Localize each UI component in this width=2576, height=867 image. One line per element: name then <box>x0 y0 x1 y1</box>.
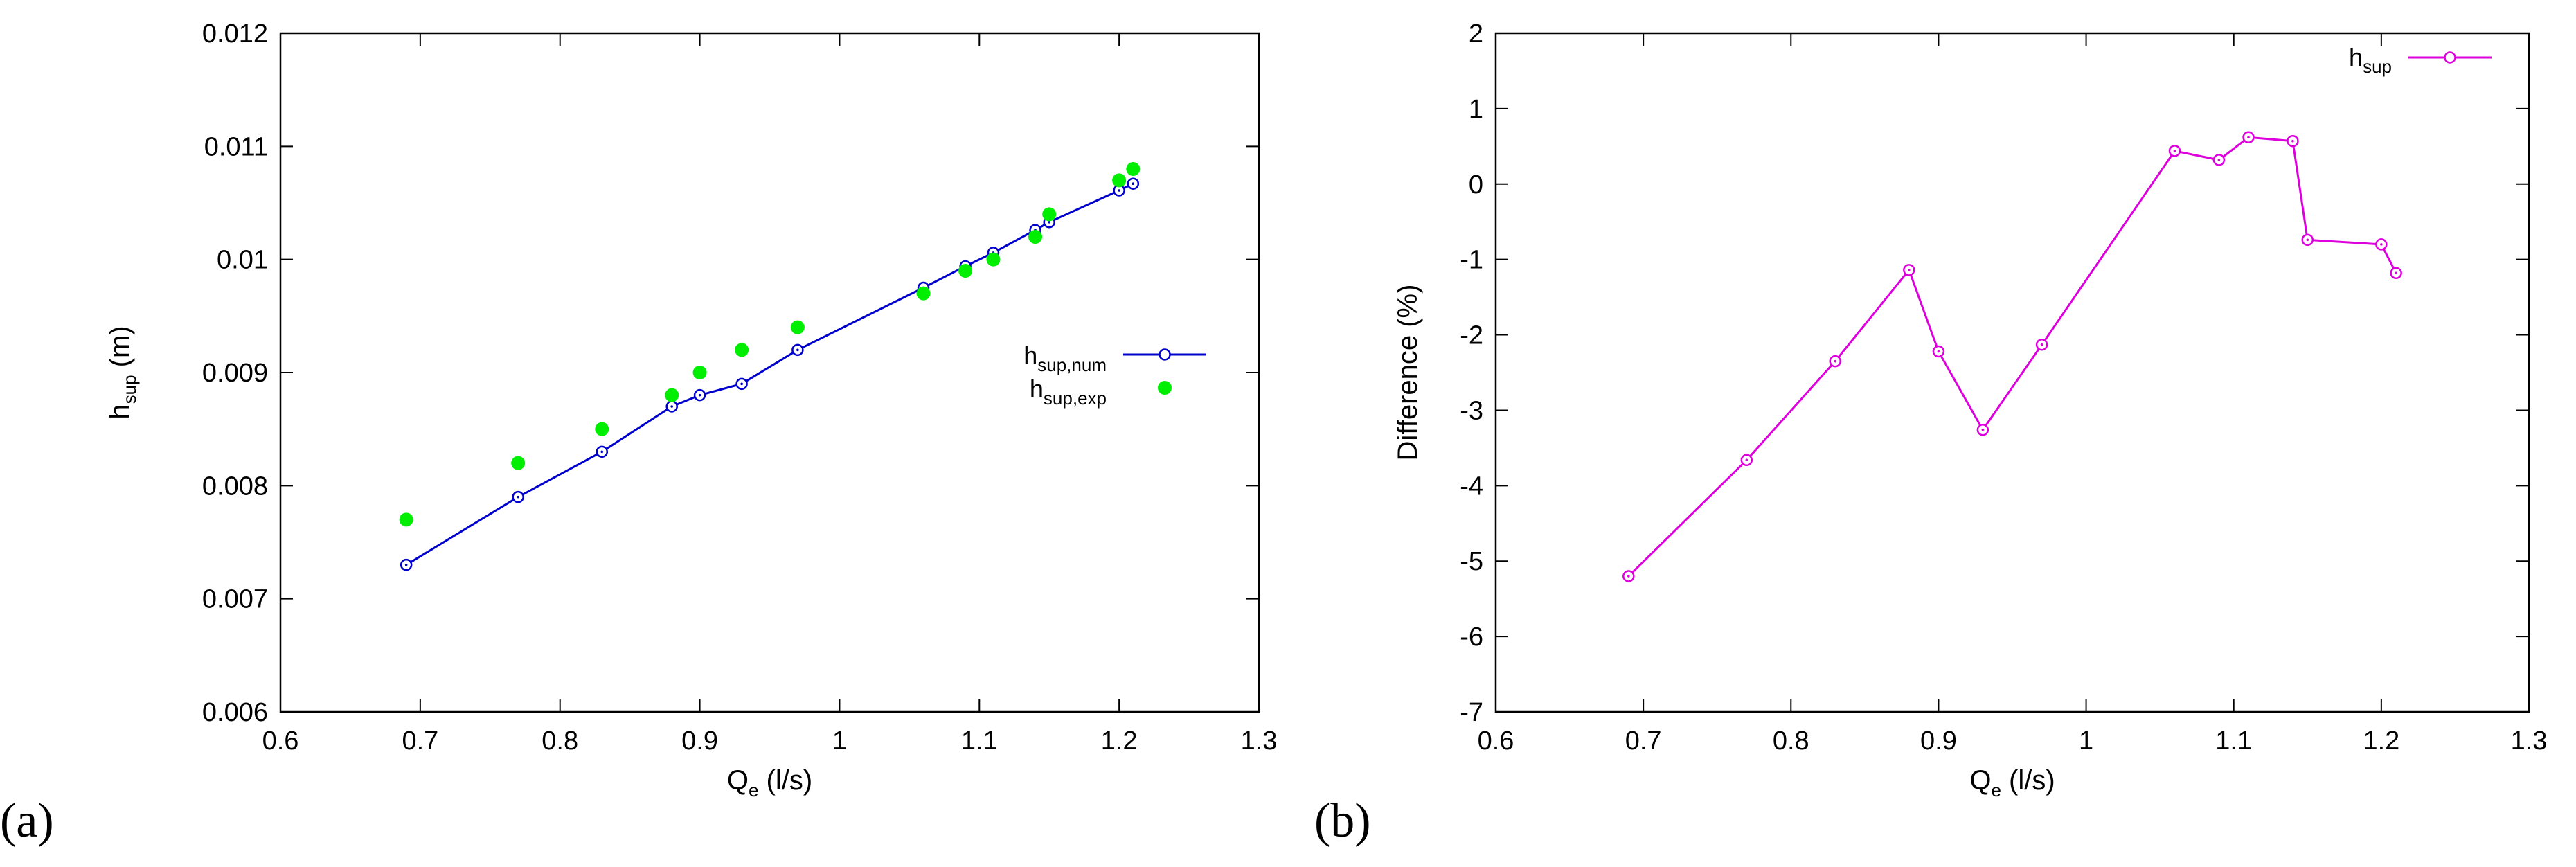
y-tick-label: -2 <box>1460 321 1483 350</box>
y-tick-label: -1 <box>1460 246 1483 275</box>
data-point-center <box>1048 220 1051 224</box>
x-tick-label: 1.1 <box>961 726 998 756</box>
data-point-center <box>740 382 743 386</box>
data-point-center <box>2217 159 2221 161</box>
legend-marker <box>1158 381 1172 395</box>
data-point <box>735 343 749 357</box>
y-tick-label: -3 <box>1460 396 1483 425</box>
x-tick-label: 0.8 <box>1773 726 1809 756</box>
data-point-center <box>1981 428 1985 431</box>
y-tick-label: 1 <box>1469 95 1483 124</box>
panel-label: (a) <box>0 794 54 848</box>
data-point-center <box>670 405 673 408</box>
data-point <box>790 320 805 334</box>
chart-panel-a: 0.6 0.7 0.8 0.9 1 1.1 1.2 1.3 0.006 0.007 0.008 0.0… <box>0 19 1277 848</box>
data-point <box>399 512 413 527</box>
y-tick-label: -6 <box>1460 623 1483 652</box>
series-line <box>1627 136 2397 578</box>
y-tick-label: 0 <box>1469 170 1483 199</box>
y-tick-label: 0.006 <box>202 698 268 727</box>
data-point <box>1126 162 1141 176</box>
data-point-center <box>2173 150 2176 152</box>
x-tick-label: 1.2 <box>2363 726 2399 756</box>
legend-marker <box>1159 348 1171 361</box>
data-point <box>1028 230 1043 244</box>
data-point-center <box>1118 189 1120 192</box>
data-point-center <box>1627 575 1630 578</box>
data-point-center <box>2040 343 2043 346</box>
data-point <box>665 388 679 402</box>
data-point <box>1112 173 1127 188</box>
x-tick-label: 0.9 <box>681 726 718 756</box>
data-point <box>595 422 609 436</box>
data-point-center <box>1834 359 1837 363</box>
plot-frame <box>279 32 1260 713</box>
x-tick-label: 0.9 <box>1920 726 1957 756</box>
y-tick-label: 0.01 <box>217 246 268 275</box>
x-tick-label: 1.3 <box>2511 726 2548 756</box>
data-point-center <box>2380 243 2383 246</box>
x-tick-label: 1.1 <box>2215 726 2252 756</box>
data-point <box>692 366 707 379</box>
legend-marker <box>2444 51 2456 64</box>
y-axis-title: hsup (m) <box>105 325 140 419</box>
x-tick-label: 0.6 <box>262 726 299 756</box>
x-tick-label: 0.7 <box>1625 726 1662 756</box>
data-point-center <box>1937 350 1940 353</box>
data-point-center <box>2247 136 2250 139</box>
x-tick-label: 1 <box>832 726 847 756</box>
x-tick-label: 1.3 <box>1241 726 1278 756</box>
panel-label: (b) <box>1314 794 1371 848</box>
y-tick-label: 0.007 <box>202 585 268 614</box>
data-point <box>986 252 1001 267</box>
x-tick-label: 0.6 <box>1478 726 1514 756</box>
data-point-center <box>1745 458 1748 462</box>
data-point-center <box>517 495 519 499</box>
series-line <box>405 182 1134 566</box>
y-tick-label: 0.009 <box>202 359 268 388</box>
data-point-center <box>698 393 701 397</box>
y-tick-label: -5 <box>1460 547 1483 576</box>
y-tick-label: -7 <box>1460 698 1483 727</box>
y-tick-label: 0.012 <box>202 19 268 48</box>
chart-panel-b: 0.6 0.7 0.8 0.9 1 1.1 1.2 1.3 -7 -6 -5 -4 -3 -2 -1 0 1 2 Q… <box>1314 19 2547 848</box>
y-axis-title: Difference (%) <box>1393 285 1423 461</box>
data-point-center <box>2291 139 2294 143</box>
y-tick-label: 2 <box>1469 19 1483 48</box>
data-point-center <box>796 348 799 352</box>
data-point <box>1042 207 1057 222</box>
data-point <box>958 264 973 278</box>
y-tick-label: -4 <box>1460 472 1483 501</box>
y-tick-label: 0.011 <box>204 132 268 161</box>
y-tick-label: 0.008 <box>202 472 268 501</box>
data-point-center <box>600 450 604 454</box>
legend-label: hsup,num <box>1023 341 1107 375</box>
data-point-center <box>2395 271 2397 275</box>
x-axis-title: Qe (l/s) <box>727 765 812 801</box>
data-point-center <box>2306 238 2309 242</box>
legend-label: hsup,exp <box>1030 375 1107 409</box>
data-point <box>916 286 931 301</box>
data-point <box>511 456 526 470</box>
legend-label: hsup <box>2349 43 2392 77</box>
data-point-center <box>1132 182 1135 186</box>
x-tick-label: 0.8 <box>542 726 578 756</box>
x-tick-label: 0.7 <box>402 726 438 756</box>
data-point-center <box>1908 269 1911 271</box>
x-tick-label: 1 <box>2079 726 2093 756</box>
data-point-center <box>404 563 408 566</box>
plot-frame <box>1494 32 2530 713</box>
x-tick-label: 1.2 <box>1101 726 1138 756</box>
x-axis-title: Qe (l/s) <box>1969 765 2055 801</box>
